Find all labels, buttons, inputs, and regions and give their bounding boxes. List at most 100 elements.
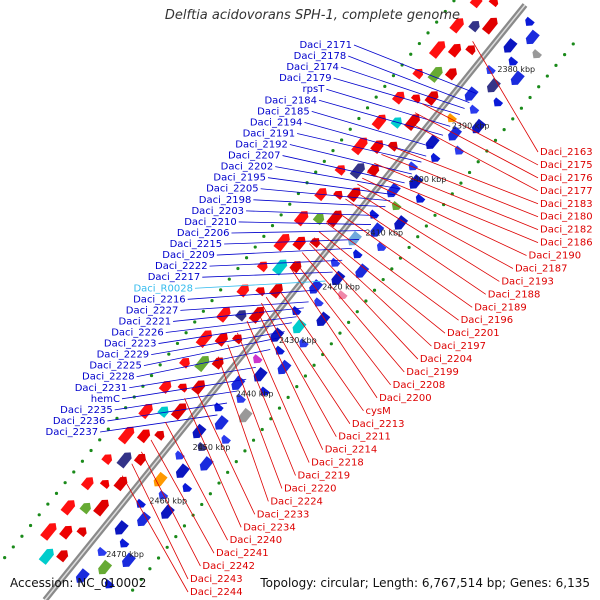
- accession-text: Accession: NC_010002: [10, 576, 147, 590]
- gene-arrow: [143, 531, 154, 541]
- gene-label: Daci_2213: [352, 419, 405, 430]
- gene-label: Daci_2211: [338, 432, 391, 443]
- gene-arrow: [238, 407, 253, 423]
- features-layer: [38, 0, 542, 589]
- label-leader-line: [107, 402, 228, 422]
- gene-arrow: [525, 16, 535, 26]
- gene-arrow: [194, 356, 210, 373]
- gc-dot: [381, 277, 385, 282]
- gene-label: Daci_2182: [540, 225, 593, 236]
- forward-gene: [137, 511, 151, 527]
- reverse-gene: [410, 94, 421, 104]
- label-leader-line: [335, 210, 473, 308]
- gene-arrow: [448, 126, 463, 141]
- gc-dot: [417, 41, 421, 46]
- reverse-gene: [391, 91, 405, 105]
- gc-dot: [545, 74, 549, 78]
- label-leader-line: [256, 308, 324, 450]
- gene-label: Daci_2183: [540, 199, 593, 210]
- label-leader-line: [304, 122, 427, 157]
- label-leader-line: [311, 110, 434, 148]
- gene-labels-layer: Daci_2171Daci_2178Daci_2174Daci_2179rpsT…: [46, 40, 593, 598]
- forward-gene: [510, 70, 525, 86]
- label-leader-line: [472, 41, 539, 153]
- label-leader-line: [422, 103, 539, 166]
- gene-arrow: [454, 145, 465, 155]
- gene-arrow: [75, 568, 90, 583]
- gc-dot: [219, 288, 223, 292]
- gene-label: Daci_2226: [111, 327, 164, 338]
- forward-gene: [97, 546, 108, 556]
- gene-label: Daci_2186: [540, 238, 593, 249]
- gene-label: Daci_2216: [133, 294, 186, 305]
- gene-label: Daci_2235: [60, 405, 113, 416]
- gc-dot: [210, 298, 214, 303]
- reverse-gene: [232, 334, 243, 345]
- reverse-gene: [133, 453, 146, 467]
- forward-gene: [433, 166, 447, 182]
- reverse-gene: [136, 429, 151, 444]
- gc-dot: [314, 170, 318, 174]
- gc-dot: [11, 545, 15, 549]
- gene-label: Daci_2174: [286, 62, 339, 73]
- gc-dot: [563, 53, 567, 57]
- gene-arrow: [232, 334, 243, 345]
- gc-dot: [407, 245, 411, 250]
- gc-dot: [46, 502, 50, 506]
- forward-gene: [277, 359, 292, 375]
- gene-arrow: [216, 307, 231, 323]
- gene-label: Daci_2184: [264, 95, 317, 106]
- reverse-gene: [370, 140, 384, 155]
- forward-gene: [386, 182, 401, 198]
- gene-arrow: [93, 499, 109, 517]
- gc-dot: [217, 481, 221, 485]
- gene-label: Daci_2208: [393, 380, 446, 391]
- gene-label: Daci_2217: [148, 272, 201, 283]
- gene-arrow: [469, 104, 480, 114]
- gc-dot: [149, 373, 154, 378]
- reverse-gene: [170, 403, 187, 421]
- reverse-gene: [93, 499, 109, 517]
- forward-gene: [104, 579, 115, 589]
- gene-arrow: [449, 18, 464, 34]
- gene-arrow: [116, 452, 132, 469]
- gene-arrow: [316, 311, 331, 327]
- label-leader-line: [131, 463, 189, 580]
- gene-label: Daci_2175: [540, 160, 593, 171]
- gene-arrow: [177, 383, 188, 393]
- gene-arrow: [253, 366, 268, 382]
- reverse-gene: [427, 66, 443, 83]
- gene-label: Daci_2223: [104, 339, 157, 350]
- gc-dot: [158, 363, 162, 367]
- gc-dot: [476, 160, 480, 164]
- gene-arrow: [415, 193, 426, 203]
- gene-label: Daci_2185: [257, 106, 310, 117]
- gc-dot: [571, 42, 575, 46]
- kbp-tick-label: 2400 kbp: [409, 175, 447, 184]
- gene-arrow: [56, 550, 69, 563]
- reverse-gene: [465, 45, 476, 56]
- gene-label: Daci_2231: [75, 383, 128, 394]
- gene-arrow: [248, 306, 265, 324]
- label-leader-line: [261, 302, 337, 437]
- gc-dot: [244, 256, 249, 260]
- forward-gene: [471, 118, 486, 134]
- gc-dot: [184, 331, 188, 335]
- forward-gene: [532, 49, 542, 59]
- gc-dot: [452, 0, 456, 3]
- label-leader-line: [348, 55, 470, 103]
- reverse-gene: [235, 310, 247, 322]
- label-leader-line: [209, 259, 343, 267]
- gene-arrow: [469, 0, 483, 9]
- gene-arrow: [338, 290, 348, 300]
- gc-dot: [3, 556, 7, 560]
- gc-dot: [374, 95, 378, 99]
- gene-label: Daci_2242: [202, 561, 255, 572]
- gene-arrow: [333, 190, 343, 200]
- label-leader-line: [184, 398, 242, 528]
- gene-arrow: [486, 77, 501, 93]
- gene-arrow: [80, 477, 94, 491]
- label-leader-line: [325, 222, 459, 321]
